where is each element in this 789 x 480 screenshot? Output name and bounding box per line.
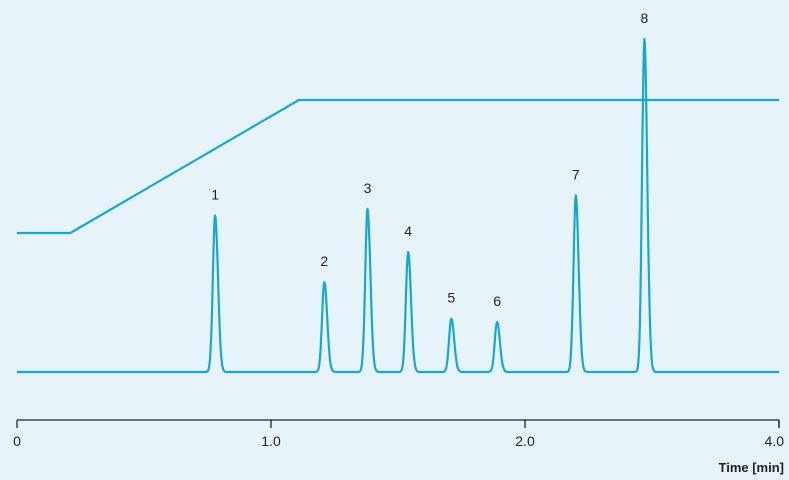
peak-label-3: 3 [364, 180, 372, 196]
x-axis-ticks: 0 1.0 2.0 4.0 [13, 420, 784, 449]
peak-label-6: 6 [493, 293, 501, 309]
peak-label-8: 8 [641, 10, 649, 26]
peak-label-5: 5 [447, 290, 455, 306]
peak-labels: 1 2 3 4 5 6 7 8 [211, 10, 648, 309]
x-tick-label: 0 [13, 433, 21, 449]
peak-label-1: 1 [211, 187, 219, 203]
peak-label-7: 7 [572, 167, 580, 183]
x-axis-title: Time [min] [719, 460, 785, 475]
gradient-profile-line [17, 98, 779, 235]
peak-label-4: 4 [404, 223, 412, 239]
peak-label-2: 2 [320, 253, 328, 269]
x-tick-label: 4.0 [765, 433, 785, 449]
chromatogram-signal-line [16, 37, 780, 374]
x-tick-label: 2.0 [515, 433, 535, 449]
x-tick-label: 1.0 [261, 433, 281, 449]
